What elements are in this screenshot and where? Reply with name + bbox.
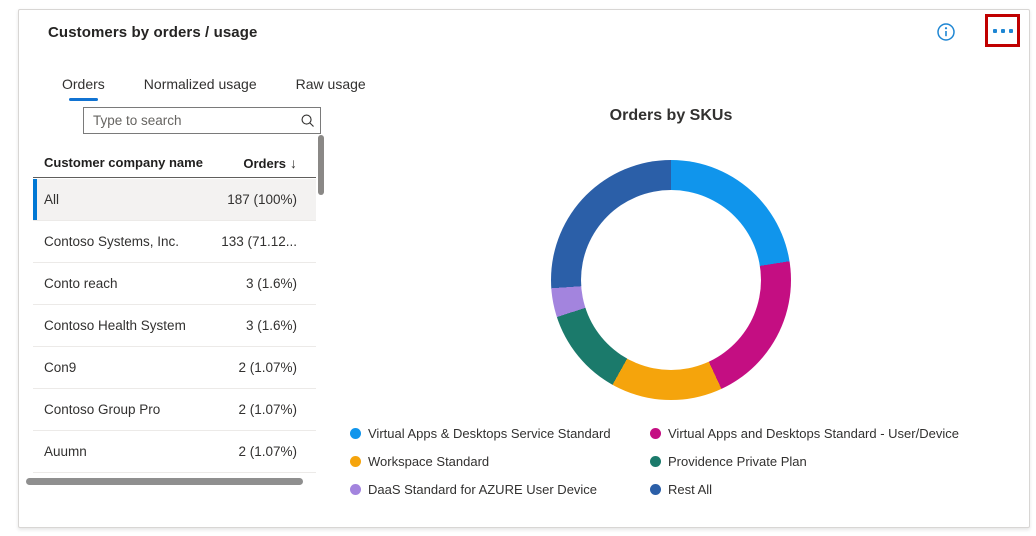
horizontal-scrollbar-thumb[interactable] <box>26 478 303 485</box>
legend-label: Rest All <box>668 481 713 497</box>
sort-descending-icon: ↓ <box>290 154 297 171</box>
legend-label: Virtual Apps and Desktops Standard - Use… <box>668 425 959 441</box>
chart-title: Orders by SKUs <box>609 107 733 124</box>
legend-item[interactable]: Virtual Apps & Desktops Service Standard <box>350 424 650 442</box>
tab-normalized-usage[interactable]: Normalized usage <box>144 70 257 104</box>
customer-name-cell: Conto reach <box>44 276 118 291</box>
legend-label: Providence Private Plan <box>668 453 807 469</box>
info-circle-icon <box>937 23 955 41</box>
customer-name-cell: Auumn <box>44 444 87 459</box>
donut-hole <box>581 190 761 370</box>
orders-value-cell: 2 (1.07%) <box>238 444 297 459</box>
orders-value-cell: 133 (71.12... <box>221 234 297 249</box>
search-box <box>83 107 321 134</box>
vertical-scrollbar-thumb[interactable] <box>318 135 324 195</box>
more-options-button[interactable] <box>989 25 1017 37</box>
customer-table: All 187 (100%) Contoso Systems, Inc. 133… <box>33 179 316 473</box>
legend-color-dot <box>650 455 661 467</box>
legend-color-dot <box>350 427 361 439</box>
customer-name-cell: All <box>44 192 60 207</box>
legend-item[interactable]: DaaS Standard for AZURE User Device <box>350 480 650 498</box>
tab-raw-usage[interactable]: Raw usage <box>296 70 366 104</box>
customers-by-orders-card: Customers by orders / usage Orders Norma… <box>18 9 1030 528</box>
legend-color-dot <box>650 427 661 439</box>
table-row[interactable]: Contoso Health System 3 (1.6%) <box>33 305 316 347</box>
donut-chart[interactable] <box>551 160 791 400</box>
legend-color-dot <box>650 483 661 495</box>
legend-color-dot <box>350 483 361 495</box>
table-row[interactable]: Conto reach 3 (1.6%) <box>33 263 316 305</box>
card-title: Customers by orders / usage <box>48 24 258 41</box>
table-row[interactable]: Auumn 2 (1.07%) <box>33 431 316 473</box>
tab-bar: Orders Normalized usage Raw usage <box>62 70 366 104</box>
orders-value-cell: 187 (100%) <box>227 192 297 207</box>
legend-label: Workspace Standard <box>368 453 490 469</box>
customer-name-cell: Contoso Health System <box>44 318 186 333</box>
customer-name-cell: Contoso Systems, Inc. <box>44 234 180 249</box>
orders-value-cell: 2 (1.07%) <box>238 402 297 417</box>
customer-name-cell: Contoso Group Pro <box>44 402 161 417</box>
legend-label: Virtual Apps & Desktops Service Standard <box>368 425 611 441</box>
orders-value-cell: 3 (1.6%) <box>245 276 297 291</box>
table-row[interactable]: Contoso Group Pro 2 (1.07%) <box>33 389 316 431</box>
tab-orders[interactable]: Orders <box>62 70 105 104</box>
legend-label: DaaS Standard for AZURE User Device <box>368 481 598 497</box>
table-row[interactable]: Con9 2 (1.07%) <box>33 347 316 389</box>
column-header-orders[interactable]: Orders ↓ <box>243 154 297 171</box>
legend-color-dot <box>350 455 361 467</box>
orders-value-cell: 2 (1.07%) <box>238 360 297 375</box>
orders-value-cell: 3 (1.6%) <box>245 318 297 333</box>
table-row[interactable]: All 187 (100%) <box>33 179 316 221</box>
column-header-customer-company-name[interactable]: Customer company name <box>44 155 203 170</box>
legend-item[interactable]: Rest All <box>650 480 959 498</box>
annotation-highlight-box <box>985 14 1020 47</box>
legend-item[interactable]: Virtual Apps and Desktops Standard - Use… <box>650 424 959 442</box>
legend-item[interactable]: Workspace Standard <box>350 452 650 470</box>
table-row[interactable]: Contoso Systems, Inc. 133 (71.12... <box>33 221 316 263</box>
info-icon[interactable] <box>936 22 956 42</box>
search-input[interactable] <box>84 113 294 128</box>
chart-legend: Virtual Apps & Desktops Service Standard… <box>350 424 959 498</box>
ellipsis-icon <box>992 28 1013 33</box>
customer-name-cell: Con9 <box>44 360 77 375</box>
legend-item[interactable]: Providence Private Plan <box>650 452 959 470</box>
search-icon[interactable] <box>294 108 320 133</box>
table-header: Customer company name Orders ↓ <box>33 148 316 178</box>
